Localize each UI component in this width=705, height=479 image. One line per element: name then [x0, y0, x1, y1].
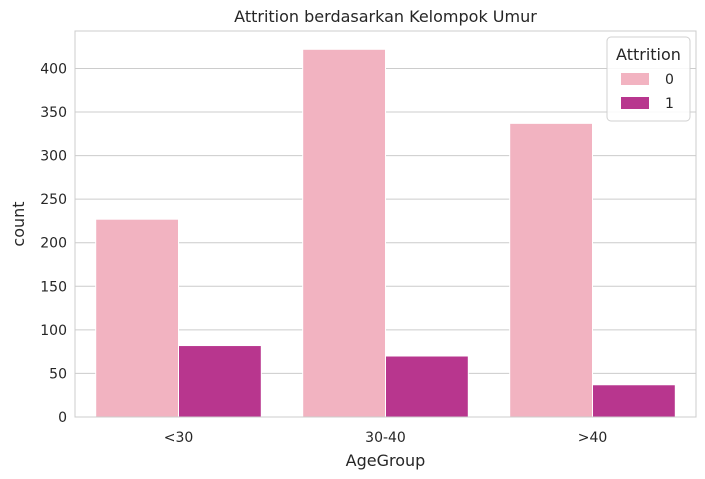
legend: Attrition 0 1 [606, 36, 691, 122]
y-tick-label: 350 [40, 105, 67, 121]
x-axis-ticks: <30 30-40 >40 [164, 430, 608, 446]
x-tick-label: >40 [578, 430, 608, 446]
bar->40-attrition-0 [509, 122, 594, 418]
bar->40-attrition-1 [592, 384, 676, 418]
chart-title: Attrition berdasarkan Kelompok Umur [234, 7, 537, 26]
y-tick-label: 100 [40, 323, 67, 339]
y-tick-label: 250 [40, 192, 67, 208]
y-tick-label: 0 [58, 410, 67, 426]
x-axis-label: AgeGroup [346, 451, 426, 470]
x-tick-label: <30 [164, 430, 194, 446]
legend-label-1: 1 [665, 96, 674, 112]
legend-label-0: 0 [665, 72, 674, 88]
bar-30-40-attrition-0 [302, 48, 387, 418]
y-tick-label: 400 [40, 61, 67, 77]
plot-frame [74, 30, 697, 418]
bar-30-40-attrition-1 [385, 355, 469, 418]
bar-<30-attrition-0 [95, 218, 179, 418]
y-tick-label: 50 [49, 366, 67, 382]
legend-title: Attrition [616, 45, 681, 64]
legend-swatch-1 [621, 97, 649, 109]
y-axis-label: count [9, 201, 28, 246]
y-axis-ticks: 0 50 100 150 200 250 300 350 400 [40, 61, 67, 426]
y-tick-label: 200 [40, 236, 67, 252]
bar-<30-attrition-1 [178, 345, 262, 418]
legend-swatch-0 [621, 73, 649, 85]
x-tick-label: 30-40 [365, 430, 406, 446]
y-tick-label: 300 [40, 149, 67, 165]
bars [95, 48, 676, 418]
y-tick-label: 150 [40, 279, 67, 295]
